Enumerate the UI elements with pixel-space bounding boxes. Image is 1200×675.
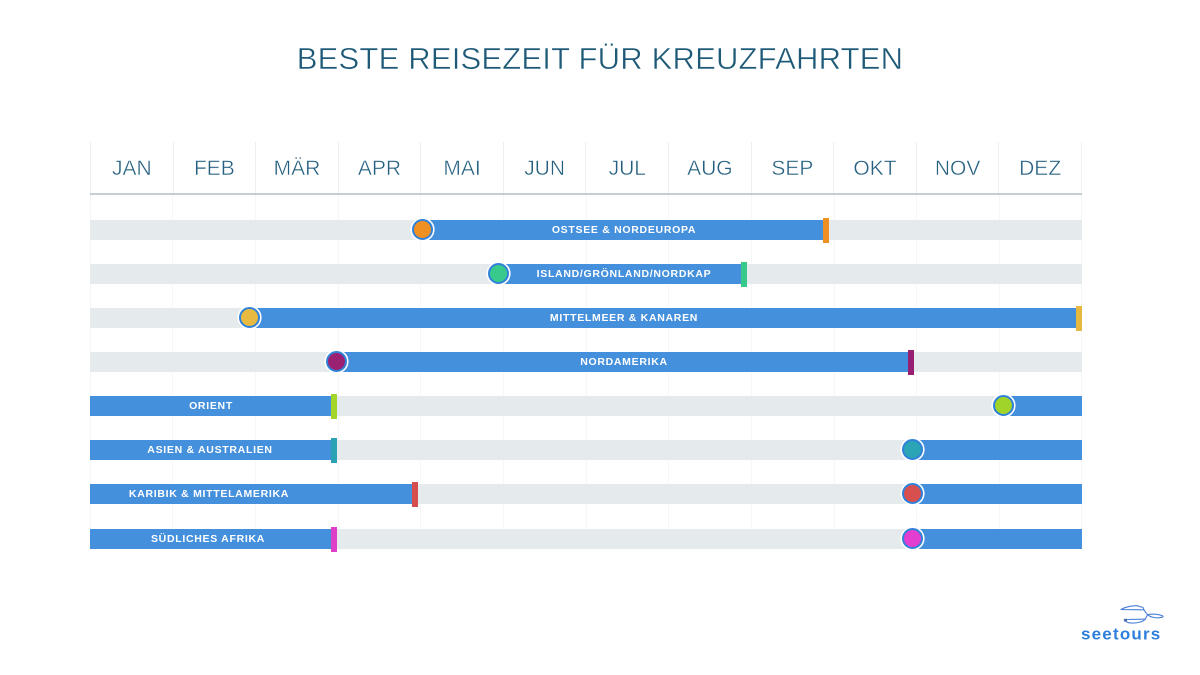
svg-text:seetours: seetours	[1081, 625, 1161, 644]
